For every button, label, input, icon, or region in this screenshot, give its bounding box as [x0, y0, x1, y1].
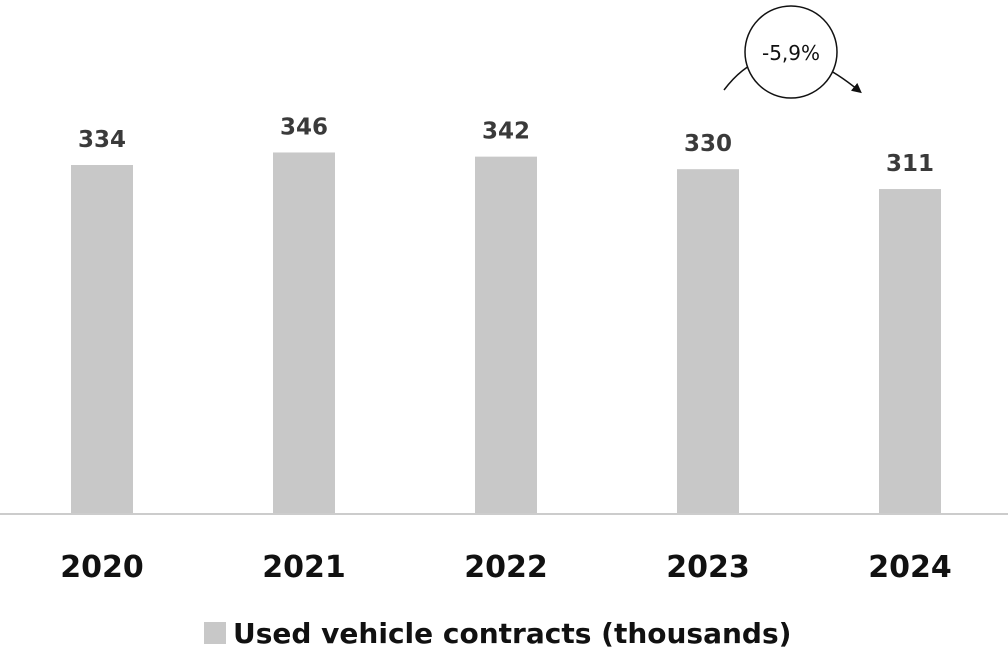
- change-annotation: -5,9%: [723, 5, 862, 99]
- change-circle: [744, 5, 838, 99]
- x-tick-label-2023: 2023: [666, 550, 750, 585]
- x-tick-label-2024: 2024: [868, 550, 952, 585]
- bar-2023: [677, 169, 739, 515]
- x-tick-label-2020: 2020: [60, 550, 144, 585]
- value-label-2022: 342: [482, 119, 530, 145]
- legend-label: Used vehicle contracts (thousands): [233, 617, 791, 649]
- tick-labels-layer: 2020 2021 2022 2023 2024: [60, 550, 952, 585]
- bar-2024: [879, 189, 941, 514]
- legend: Used vehicle contracts (thousands): [204, 617, 791, 649]
- change-label: -5,9%: [762, 41, 820, 65]
- bar-2020: [71, 165, 133, 514]
- value-label-2020: 334: [78, 127, 126, 153]
- value-labels-layer: 334 346 342 330 311: [78, 114, 934, 177]
- value-label-2023: 330: [684, 131, 732, 157]
- bars-layer: [71, 152, 941, 515]
- x-tick-label-2021: 2021: [262, 550, 346, 585]
- value-label-2021: 346: [280, 114, 328, 140]
- value-label-2024: 311: [886, 151, 934, 177]
- x-tick-label-2022: 2022: [464, 550, 548, 585]
- bar-2021: [273, 152, 335, 515]
- bar-2022: [475, 156, 537, 514]
- legend-swatch: [204, 622, 226, 644]
